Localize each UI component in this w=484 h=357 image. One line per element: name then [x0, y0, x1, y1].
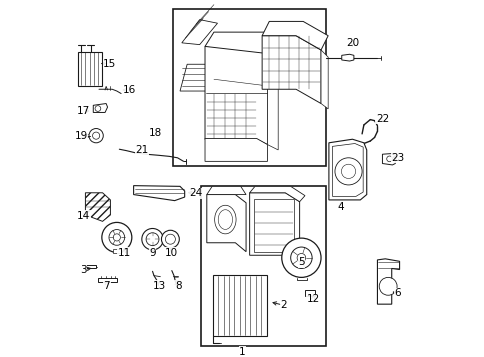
Text: 9: 9 — [149, 248, 155, 258]
Text: 22: 22 — [375, 114, 388, 124]
Circle shape — [92, 132, 100, 139]
Text: 2: 2 — [280, 300, 286, 310]
Text: 10: 10 — [164, 248, 177, 258]
Circle shape — [297, 253, 305, 262]
Circle shape — [113, 234, 120, 241]
Polygon shape — [320, 50, 328, 109]
Circle shape — [341, 164, 355, 178]
Circle shape — [89, 129, 103, 143]
Polygon shape — [341, 54, 353, 61]
Polygon shape — [261, 36, 320, 104]
Polygon shape — [93, 104, 107, 112]
Polygon shape — [328, 139, 366, 200]
Polygon shape — [261, 21, 328, 50]
Polygon shape — [205, 32, 267, 54]
Text: 18: 18 — [148, 128, 161, 138]
Text: 8: 8 — [175, 281, 181, 291]
Polygon shape — [206, 195, 245, 252]
Circle shape — [165, 234, 175, 244]
Polygon shape — [213, 275, 267, 336]
Circle shape — [146, 233, 159, 246]
Polygon shape — [382, 154, 394, 165]
Text: 19: 19 — [75, 131, 88, 141]
Text: 4: 4 — [337, 202, 343, 212]
Polygon shape — [267, 54, 278, 150]
Text: 20: 20 — [345, 38, 358, 48]
Text: 12: 12 — [306, 294, 319, 304]
Polygon shape — [182, 20, 217, 45]
Bar — [304, 290, 314, 296]
Polygon shape — [249, 186, 304, 202]
Polygon shape — [205, 139, 267, 161]
Text: 11: 11 — [117, 248, 130, 258]
Circle shape — [334, 158, 362, 185]
Text: 21: 21 — [135, 145, 148, 155]
Text: 7: 7 — [103, 281, 110, 291]
Circle shape — [109, 230, 124, 245]
Circle shape — [141, 228, 163, 250]
Polygon shape — [112, 249, 121, 253]
Circle shape — [102, 222, 132, 252]
Polygon shape — [98, 278, 117, 282]
Text: 24: 24 — [188, 188, 201, 198]
Bar — [254, 199, 293, 252]
Circle shape — [161, 230, 179, 248]
Text: 17: 17 — [77, 106, 90, 116]
Polygon shape — [85, 265, 96, 268]
Polygon shape — [206, 186, 245, 195]
Bar — [201, 186, 326, 346]
Text: 15: 15 — [103, 59, 116, 69]
Polygon shape — [133, 186, 184, 201]
Polygon shape — [180, 64, 206, 91]
Circle shape — [281, 238, 320, 277]
Circle shape — [386, 156, 392, 162]
Text: 3: 3 — [80, 265, 87, 275]
Polygon shape — [205, 46, 267, 145]
Text: 1: 1 — [239, 347, 245, 357]
Circle shape — [290, 247, 312, 268]
Bar — [172, 9, 326, 166]
Text: 14: 14 — [77, 211, 90, 221]
Polygon shape — [377, 259, 399, 304]
Text: 13: 13 — [153, 281, 166, 291]
Text: 16: 16 — [122, 85, 136, 95]
Circle shape — [95, 106, 101, 111]
Polygon shape — [85, 193, 110, 221]
Text: 5: 5 — [298, 257, 304, 267]
Polygon shape — [249, 193, 299, 262]
Text: 6: 6 — [393, 288, 400, 298]
Polygon shape — [332, 144, 363, 196]
Circle shape — [378, 277, 396, 295]
Bar — [77, 52, 102, 86]
Text: 23: 23 — [391, 153, 404, 163]
